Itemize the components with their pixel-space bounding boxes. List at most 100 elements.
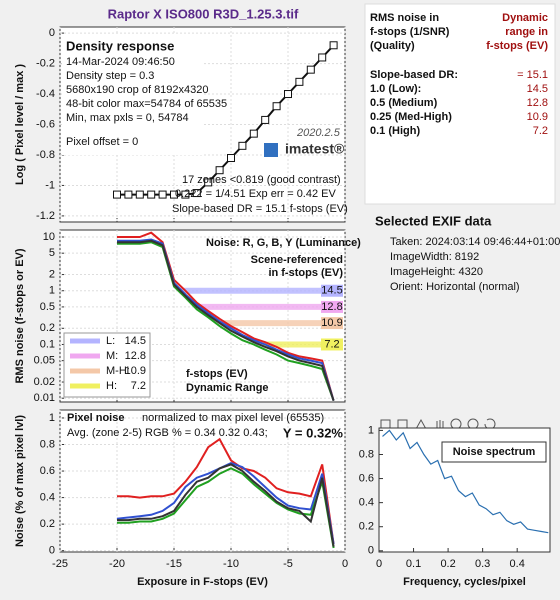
note: Density step = 0.3 <box>66 70 154 82</box>
note: 14-Mar-2024 09:46:50 <box>66 56 175 68</box>
y-tick-label: 0.2 <box>359 521 374 533</box>
marker <box>318 53 327 62</box>
x-axis-label: Frequency, cycles/pixel <box>403 576 526 588</box>
x-tick-label: 0 <box>342 558 348 570</box>
y-tick-label: 0.5 <box>40 301 55 313</box>
marker <box>261 115 270 124</box>
y-tick-label: 0.8 <box>40 438 55 450</box>
panel-title: Density response <box>66 38 174 53</box>
dr-label-box <box>321 284 343 297</box>
y-tick-label: 1 <box>49 412 55 424</box>
x-tick-label: 0 <box>376 558 382 570</box>
annotation: f-stops (EV) <box>186 368 248 380</box>
x-tick-label: -5 <box>283 558 293 570</box>
legend-name: L: <box>106 335 115 347</box>
x-tick-label: 0.3 <box>475 558 490 570</box>
table-header: (Quality) <box>370 40 415 52</box>
legend-value: 14.5 <box>125 335 146 347</box>
marker <box>204 178 213 187</box>
table-cell: = 15.1 <box>517 69 548 81</box>
x-tick-label: 0.1 <box>406 558 421 570</box>
series-line <box>117 463 335 547</box>
marker <box>295 77 304 86</box>
marker <box>272 102 281 111</box>
series-line <box>117 238 335 401</box>
y-tick-label: 0 <box>49 545 55 557</box>
annotation: 0.222 = 1/4.51 Exp err = 0.42 EV <box>175 188 336 200</box>
y-tick-label: 0.6 <box>359 472 374 484</box>
marker <box>158 190 167 199</box>
legend-value: 10.9 <box>125 365 146 377</box>
table-cell: 0.5 (Medium) <box>370 97 438 109</box>
table-cell: 12.8 <box>527 97 548 109</box>
table-cell: Slope-based DR: <box>370 69 458 81</box>
series-line <box>117 239 335 402</box>
x-axis-label: Exposure in F-stops (EV) <box>137 576 268 588</box>
logo-icon <box>264 143 278 157</box>
marker <box>135 190 144 199</box>
note: Min, max pxls = 0, 54784 <box>66 112 189 124</box>
window-title: Raptor X ISO800 R3D_1.25.3.tif <box>108 6 299 21</box>
table-cell: 10.9 <box>527 111 548 123</box>
marker <box>192 189 201 198</box>
x-tick-label: 0.4 <box>510 558 525 570</box>
plot-content <box>116 437 335 549</box>
x-tick-label: -10 <box>223 558 239 570</box>
annotation: Avg. (zone 2-5) RGB % = 0.34 0.32 0.43; <box>67 427 268 439</box>
exif-line: ImageHeight: 4320 <box>390 266 483 278</box>
plot-content <box>117 231 335 402</box>
annotation: 17 zones <0.819 (good contrast) <box>182 174 341 186</box>
legend-value: 12.8 <box>125 350 146 362</box>
series-line <box>117 241 335 402</box>
x-tick-label: 0.2 <box>440 558 455 570</box>
y-tick-label: 0 <box>368 545 374 557</box>
marker <box>284 90 292 99</box>
note: 5680x190 crop of 8192x4320 <box>66 84 209 96</box>
y-tick-label: -0.8 <box>36 149 55 161</box>
marker <box>124 190 133 199</box>
note: 48-bit color max=54784 of 65535 <box>66 98 227 110</box>
y-tick-label: -0.4 <box>36 88 55 100</box>
marker <box>329 41 338 50</box>
dr-label-box <box>321 300 343 313</box>
y-tick-label: 0.4 <box>359 497 374 509</box>
y-tick-label: 0.01 <box>34 392 55 404</box>
exif-line: ImageWidth: 8192 <box>390 251 479 263</box>
panel-title: Noise: R, G, B, Y (Luminance) <box>206 237 361 249</box>
y-tick-label: -1 <box>45 179 55 191</box>
exif-line: Taken: 2024:03:14 09:46:44+01:00 <box>390 236 560 248</box>
tool-restore[interactable] <box>484 418 496 430</box>
dr-label: 7.2 <box>324 338 339 350</box>
dr-label: 12.8 <box>321 301 342 313</box>
y-axis-label: RMS noise (f-stops or EV) <box>14 248 26 383</box>
y-tick-label: 0.2 <box>40 322 55 334</box>
x-tick-label: -15 <box>166 558 182 570</box>
y-axis-label: Noise (% of max pixel lvl) <box>14 415 26 547</box>
series-line <box>117 467 335 549</box>
marker <box>215 166 224 175</box>
y-tick-label: 0.2 <box>40 518 55 530</box>
legend-name: M-H: <box>106 365 130 377</box>
plot-content <box>113 41 338 199</box>
rms-table-box <box>364 3 556 205</box>
annotation: Slope-based DR = 15.1 f-stops (EV) <box>172 203 348 215</box>
y-tick-label: 10 <box>43 231 55 243</box>
series-line <box>117 231 335 401</box>
marker <box>181 190 190 199</box>
x-tick-label: -20 <box>109 558 125 570</box>
logo: imatest® <box>285 141 345 157</box>
marker <box>249 129 258 138</box>
dr-label: 10.9 <box>321 317 342 329</box>
marker <box>113 190 121 199</box>
dr-label: 14.5 <box>321 285 342 297</box>
y-tick-label: 0 <box>49 27 55 39</box>
info-box <box>62 35 202 155</box>
table-cell: 7.2 <box>533 125 548 137</box>
y-tick-label: 0.6 <box>40 465 55 477</box>
annotation: Scene-referenced <box>251 254 343 266</box>
panel-title: Noise spectrum <box>453 446 536 458</box>
panel-title: Pixel noise <box>67 412 124 424</box>
legend-value: 7.2 <box>131 380 146 392</box>
legend-name: H: <box>106 380 117 392</box>
